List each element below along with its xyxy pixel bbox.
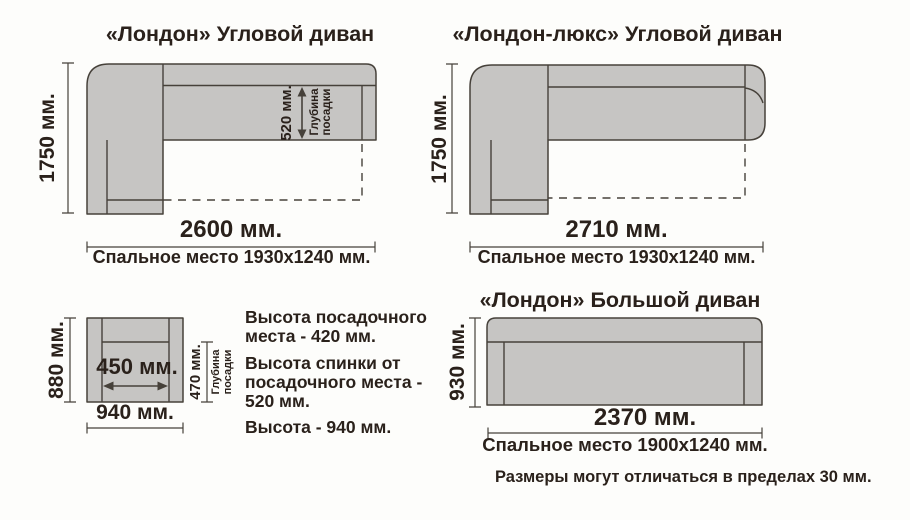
corner-sofa-lux-title: «Лондон-люкс» Угловой диван bbox=[452, 22, 783, 46]
seat-depth-dimension-line bbox=[201, 341, 213, 403]
corner-sofa-height-label: 1750 мм. bbox=[35, 93, 59, 183]
seat-depth-label: 520 мм. bbox=[277, 85, 295, 141]
big-sofa-drawing bbox=[469, 317, 763, 439]
corner-sofa-width-label: 2600 мм. bbox=[179, 216, 283, 243]
corner-sofa-title: «Лондон» Угловой диван bbox=[105, 22, 375, 46]
width-dimension-line bbox=[487, 427, 763, 439]
height-dimension-line bbox=[446, 63, 458, 214]
width-dimension-line bbox=[469, 241, 764, 253]
corner-sofa-lux-bed-size-label: Спальное место 1930x1240 мм. bbox=[477, 247, 756, 267]
fold-out-bed-dashed-outline bbox=[548, 144, 746, 199]
big-sofa-body bbox=[486, 317, 763, 406]
arrow-right-icon bbox=[157, 381, 168, 391]
arrow-down-icon bbox=[297, 129, 307, 139]
seat-width-arrow bbox=[103, 381, 168, 391]
armchair-seat-depth-label: 470 мм. bbox=[186, 344, 204, 400]
corner-sofa-lux-body bbox=[469, 64, 766, 215]
armrest-curve-line bbox=[744, 87, 764, 104]
corner-sofa-lux-width-label: 2710 мм. bbox=[565, 216, 668, 243]
height-dimension-line bbox=[64, 317, 76, 403]
note-total-height: Высота - 940 мм. bbox=[245, 417, 392, 438]
seat-depth-caption: Глубина посадки bbox=[308, 88, 333, 136]
corner-sofa-drawing bbox=[62, 62, 377, 253]
note-seat-height: Высота посадочного места - 420 мм. bbox=[245, 307, 427, 346]
corner-sofa-lux-drawing bbox=[446, 63, 766, 253]
armchair-seat-depth-caption: Глубина посадки bbox=[210, 349, 234, 395]
armchair-notes: Высота посадочного места - 420 мм. Высот… bbox=[245, 308, 450, 445]
big-sofa-title: «Лондон» Большой диван bbox=[479, 288, 761, 312]
armchair-height-label: 880 мм. bbox=[44, 321, 68, 399]
big-sofa-width-label: 2370 мм. bbox=[593, 404, 697, 431]
width-dimension-line bbox=[86, 241, 376, 253]
armchair-body bbox=[86, 317, 184, 403]
big-sofa-bed-size-label: Спальное место 1900x1240 мм. bbox=[482, 434, 768, 455]
seat-depth-arrow bbox=[297, 87, 307, 139]
armchair-width-label: 940 мм. bbox=[96, 401, 174, 424]
corner-sofa-bed-size-label: Спальное место 1930x1240 мм. bbox=[92, 247, 371, 267]
arrow-left-icon bbox=[103, 381, 114, 391]
tolerance-note: Размеры могут отличаться в пределах 30 м… bbox=[495, 468, 872, 486]
corner-sofa-body bbox=[86, 63, 377, 215]
height-dimension-line bbox=[62, 62, 74, 214]
armchair-drawing bbox=[64, 317, 213, 434]
arrow-up-icon bbox=[297, 87, 307, 97]
big-sofa-height-label: 930 мм. bbox=[445, 323, 469, 401]
height-dimension-line bbox=[469, 317, 481, 408]
armchair-seat-width-label: 450 мм. bbox=[96, 354, 178, 379]
corner-sofa-lux-height-label: 1750 мм. bbox=[427, 94, 451, 184]
note-back-height: Высота спинки от посадочного места - 520… bbox=[245, 352, 423, 411]
fold-out-bed-dashed-outline bbox=[163, 144, 363, 201]
width-dimension-line bbox=[86, 422, 184, 434]
